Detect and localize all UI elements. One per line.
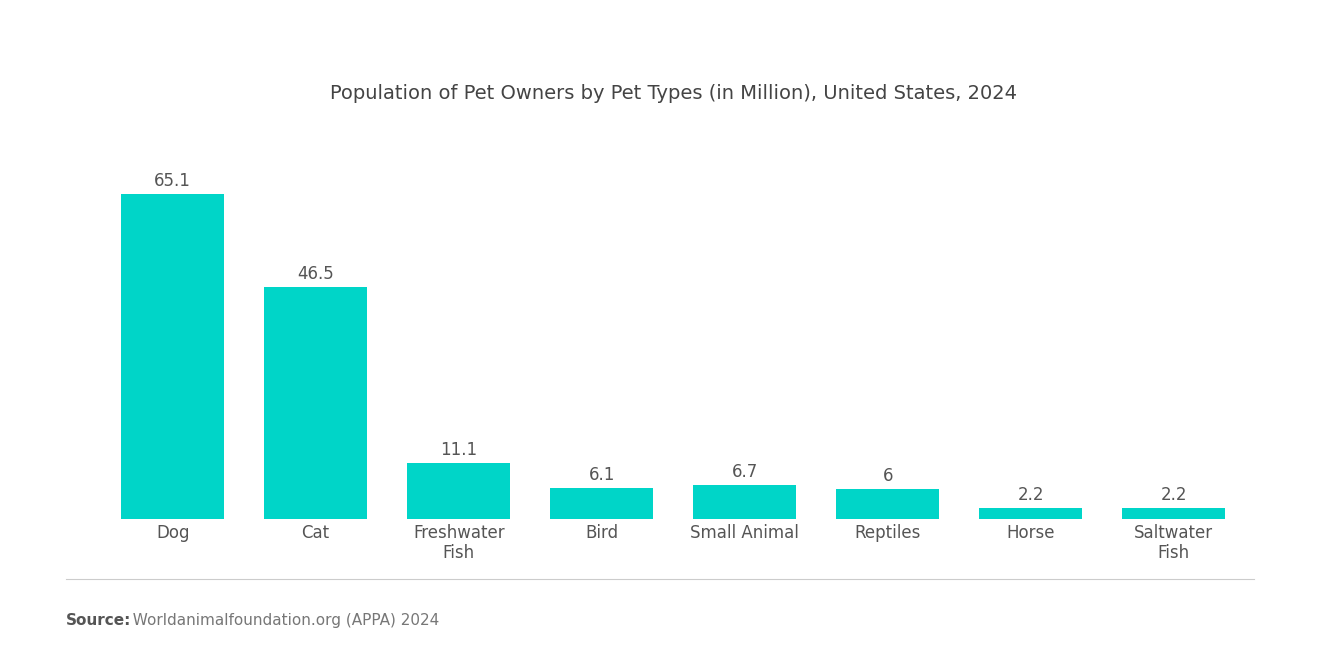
Text: Source:: Source: — [66, 613, 132, 628]
Text: 65.1: 65.1 — [154, 172, 191, 190]
Bar — [837, 489, 940, 519]
Bar — [979, 508, 1082, 519]
Text: 46.5: 46.5 — [297, 265, 334, 283]
Bar — [693, 485, 796, 519]
Text: 11.1: 11.1 — [440, 442, 478, 460]
Bar — [550, 488, 653, 519]
Text: 6.7: 6.7 — [731, 464, 758, 481]
Bar — [407, 464, 510, 519]
Text: 2.2: 2.2 — [1160, 485, 1187, 504]
Text: 2.2: 2.2 — [1018, 485, 1044, 504]
Text: 6: 6 — [883, 467, 892, 485]
Bar — [121, 194, 224, 519]
Text: Worldanimalfoundation.org (APPA) 2024: Worldanimalfoundation.org (APPA) 2024 — [123, 613, 440, 628]
Bar — [264, 287, 367, 519]
Bar — [1122, 508, 1225, 519]
Text: 6.1: 6.1 — [589, 466, 615, 484]
Title: Population of Pet Owners by Pet Types (in Million), United States, 2024: Population of Pet Owners by Pet Types (i… — [330, 84, 1016, 103]
